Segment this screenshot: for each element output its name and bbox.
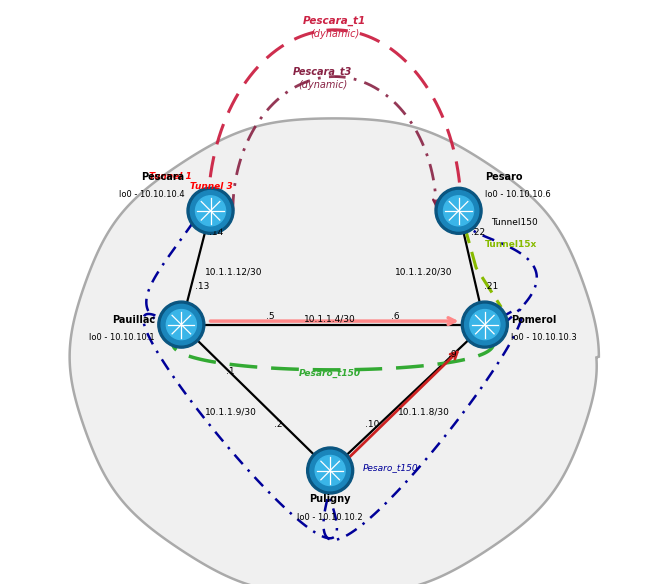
Text: lo0 - 10.10.10.6: lo0 - 10.10.10.6 [485, 190, 550, 199]
Circle shape [190, 191, 230, 231]
Text: Pescara: Pescara [141, 171, 184, 181]
Circle shape [167, 309, 196, 340]
Circle shape [161, 304, 202, 345]
Text: .22: .22 [471, 228, 485, 236]
Text: Pesaro: Pesaro [485, 171, 522, 181]
Polygon shape [70, 118, 599, 585]
Text: Tunnel150: Tunnel150 [491, 218, 538, 228]
Text: (dynamic): (dynamic) [298, 80, 347, 90]
Text: lo0 - 10.10.10.1: lo0 - 10.10.10.1 [89, 333, 155, 342]
Text: .21: .21 [484, 282, 498, 291]
Text: Pomerol: Pomerol [511, 315, 556, 325]
Circle shape [306, 447, 353, 494]
Text: Pauillac: Pauillac [112, 315, 155, 325]
Text: 10.1.1.12/30: 10.1.1.12/30 [205, 267, 263, 277]
Text: Puligny: Puligny [309, 494, 351, 504]
Text: Pescara_t3: Pescara_t3 [293, 67, 353, 77]
Text: lo0 - 10.10.10.3: lo0 - 10.10.10.3 [511, 333, 577, 342]
Text: Tunnel15x: Tunnel15x [485, 240, 537, 249]
Circle shape [470, 309, 500, 340]
Text: (dynamic): (dynamic) [310, 29, 359, 39]
Text: Pesaro_t150: Pesaro_t150 [299, 369, 362, 377]
Text: 10.1.1.8/30: 10.1.1.8/30 [398, 408, 450, 417]
Circle shape [464, 304, 505, 345]
Circle shape [315, 456, 345, 486]
Text: lo0 - 10.10.10.4: lo0 - 10.10.10.4 [119, 190, 184, 199]
Text: .2: .2 [274, 419, 282, 429]
Circle shape [196, 196, 226, 226]
Text: .5: .5 [266, 312, 275, 321]
Circle shape [435, 187, 482, 234]
Circle shape [438, 191, 478, 231]
Circle shape [158, 301, 205, 348]
Text: .13: .13 [195, 282, 209, 291]
Circle shape [187, 187, 234, 234]
Text: 10.1.1.20/30: 10.1.1.20/30 [394, 267, 452, 277]
Text: lo0 - 10.10.10.2: lo0 - 10.10.10.2 [297, 513, 363, 522]
Text: 10.1.1.9/30: 10.1.1.9/30 [205, 408, 257, 417]
Text: .6: .6 [391, 312, 400, 321]
Text: .14: .14 [209, 228, 223, 236]
Text: .9: .9 [448, 350, 456, 359]
Circle shape [461, 301, 508, 348]
Text: 10.1.1.4/30: 10.1.1.4/30 [304, 314, 356, 324]
Text: Tunnel 3: Tunnel 3 [190, 181, 233, 191]
Circle shape [444, 196, 474, 226]
Text: Tunnel 1: Tunnel 1 [149, 171, 192, 181]
Text: Pescara_t1: Pescara_t1 [303, 16, 366, 26]
Circle shape [310, 450, 350, 491]
Text: Pesaro_t150: Pesaro_t150 [362, 463, 418, 473]
Text: .1: .1 [226, 367, 235, 376]
Text: .10: .10 [364, 419, 379, 429]
